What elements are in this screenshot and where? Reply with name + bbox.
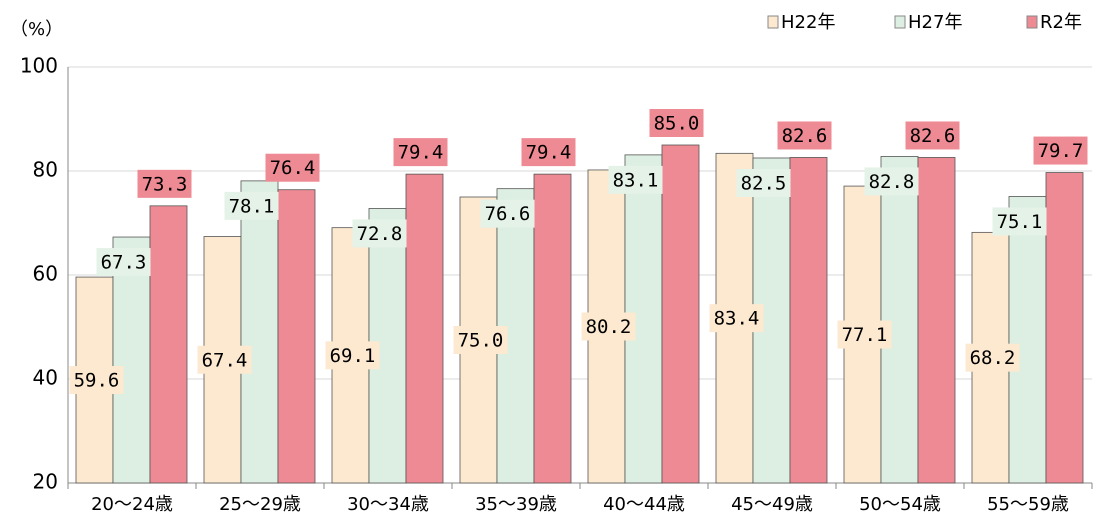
- bar: [277, 189, 316, 484]
- y-tick-label: 80: [33, 158, 58, 182]
- data-label-bg: [137, 169, 192, 198]
- bar: [880, 156, 919, 484]
- data-label: 83.1: [613, 169, 659, 191]
- data-label-bg: [864, 167, 919, 196]
- data-label: 73.3: [142, 173, 188, 195]
- data-label: 75.1: [997, 211, 1043, 233]
- data-label: 78.1: [229, 195, 275, 217]
- bar: [1045, 172, 1084, 484]
- y-tick-label: 40: [33, 366, 58, 390]
- x-tick-label: 20～24歳: [91, 494, 173, 515]
- legend-label: R2年: [1040, 12, 1082, 33]
- data-label: 76.4: [270, 157, 316, 179]
- bar: [661, 144, 700, 484]
- data-label: 59.6: [74, 370, 120, 392]
- data-label: 75.0: [458, 330, 504, 352]
- bar: [240, 180, 279, 484]
- legend-swatch: [894, 15, 906, 29]
- data-label-bg: [352, 219, 407, 248]
- data-label-bg: [608, 165, 663, 194]
- data-label-bg: [96, 248, 151, 277]
- y-tick-label: 100: [20, 54, 58, 78]
- data-label-bg: [393, 138, 448, 167]
- bar: [405, 173, 444, 484]
- legend-swatch: [767, 15, 779, 29]
- x-tick-label: 25～29歳: [219, 494, 301, 515]
- x-tick-label: 35～39歳: [475, 494, 557, 515]
- data-label: 79.4: [526, 142, 572, 164]
- data-label-bg: [581, 312, 636, 341]
- data-label: 82.8: [869, 171, 915, 193]
- data-label: 72.8: [357, 223, 403, 245]
- data-label-bg: [709, 304, 764, 333]
- data-label-bg: [777, 121, 832, 150]
- data-label-bg: [1033, 136, 1088, 165]
- data-label-bg: [453, 326, 508, 354]
- bar: [149, 205, 188, 484]
- data-label: 85.0: [654, 113, 700, 135]
- data-label-bg: [480, 199, 535, 228]
- x-tick-label: 40～44歳: [603, 494, 685, 515]
- data-label-bg: [649, 109, 704, 137]
- data-label: 76.6: [485, 203, 531, 225]
- data-label: 77.1: [842, 324, 888, 346]
- data-label-bg: [521, 138, 576, 167]
- data-label-bg: [265, 153, 320, 182]
- bar: [917, 157, 956, 484]
- y-axis-label: （%）: [10, 19, 63, 40]
- data-label: 67.3: [101, 252, 147, 274]
- data-label-bg: [992, 207, 1047, 236]
- data-label-bg: [325, 341, 380, 370]
- legend-swatch: [1026, 15, 1038, 29]
- bar: [1008, 196, 1047, 484]
- data-label: 69.1: [330, 345, 376, 367]
- x-tick-label: 50～54歳: [859, 494, 941, 515]
- legend-label: H27年: [908, 12, 962, 33]
- y-tick-label: 60: [33, 262, 58, 286]
- bar: [533, 173, 572, 484]
- bar: [789, 157, 828, 484]
- data-label: 79.7: [1038, 140, 1084, 162]
- data-label: 82.6: [910, 125, 956, 147]
- data-label: 79.4: [398, 142, 444, 164]
- data-label-bg: [837, 320, 892, 349]
- y-tick-label: 20: [33, 470, 58, 494]
- data-label: 82.6: [782, 125, 828, 147]
- data-label: 67.4: [202, 349, 248, 371]
- data-label: 80.2: [586, 316, 632, 338]
- data-label-bg: [224, 191, 279, 220]
- data-label: 83.4: [714, 308, 760, 330]
- data-label: 82.5: [741, 173, 787, 195]
- data-label-bg: [197, 345, 252, 374]
- x-tick-label: 45～49歳: [731, 494, 813, 515]
- data-label-bg: [69, 366, 124, 395]
- x-tick-label: 30～34歳: [347, 494, 429, 515]
- data-label: 68.2: [970, 347, 1016, 369]
- x-tick-label: 55～59歳: [987, 494, 1069, 515]
- data-label-bg: [905, 121, 960, 150]
- legend-label: H22年: [781, 12, 835, 33]
- data-label-bg: [736, 169, 791, 197]
- data-label-bg: [965, 343, 1020, 372]
